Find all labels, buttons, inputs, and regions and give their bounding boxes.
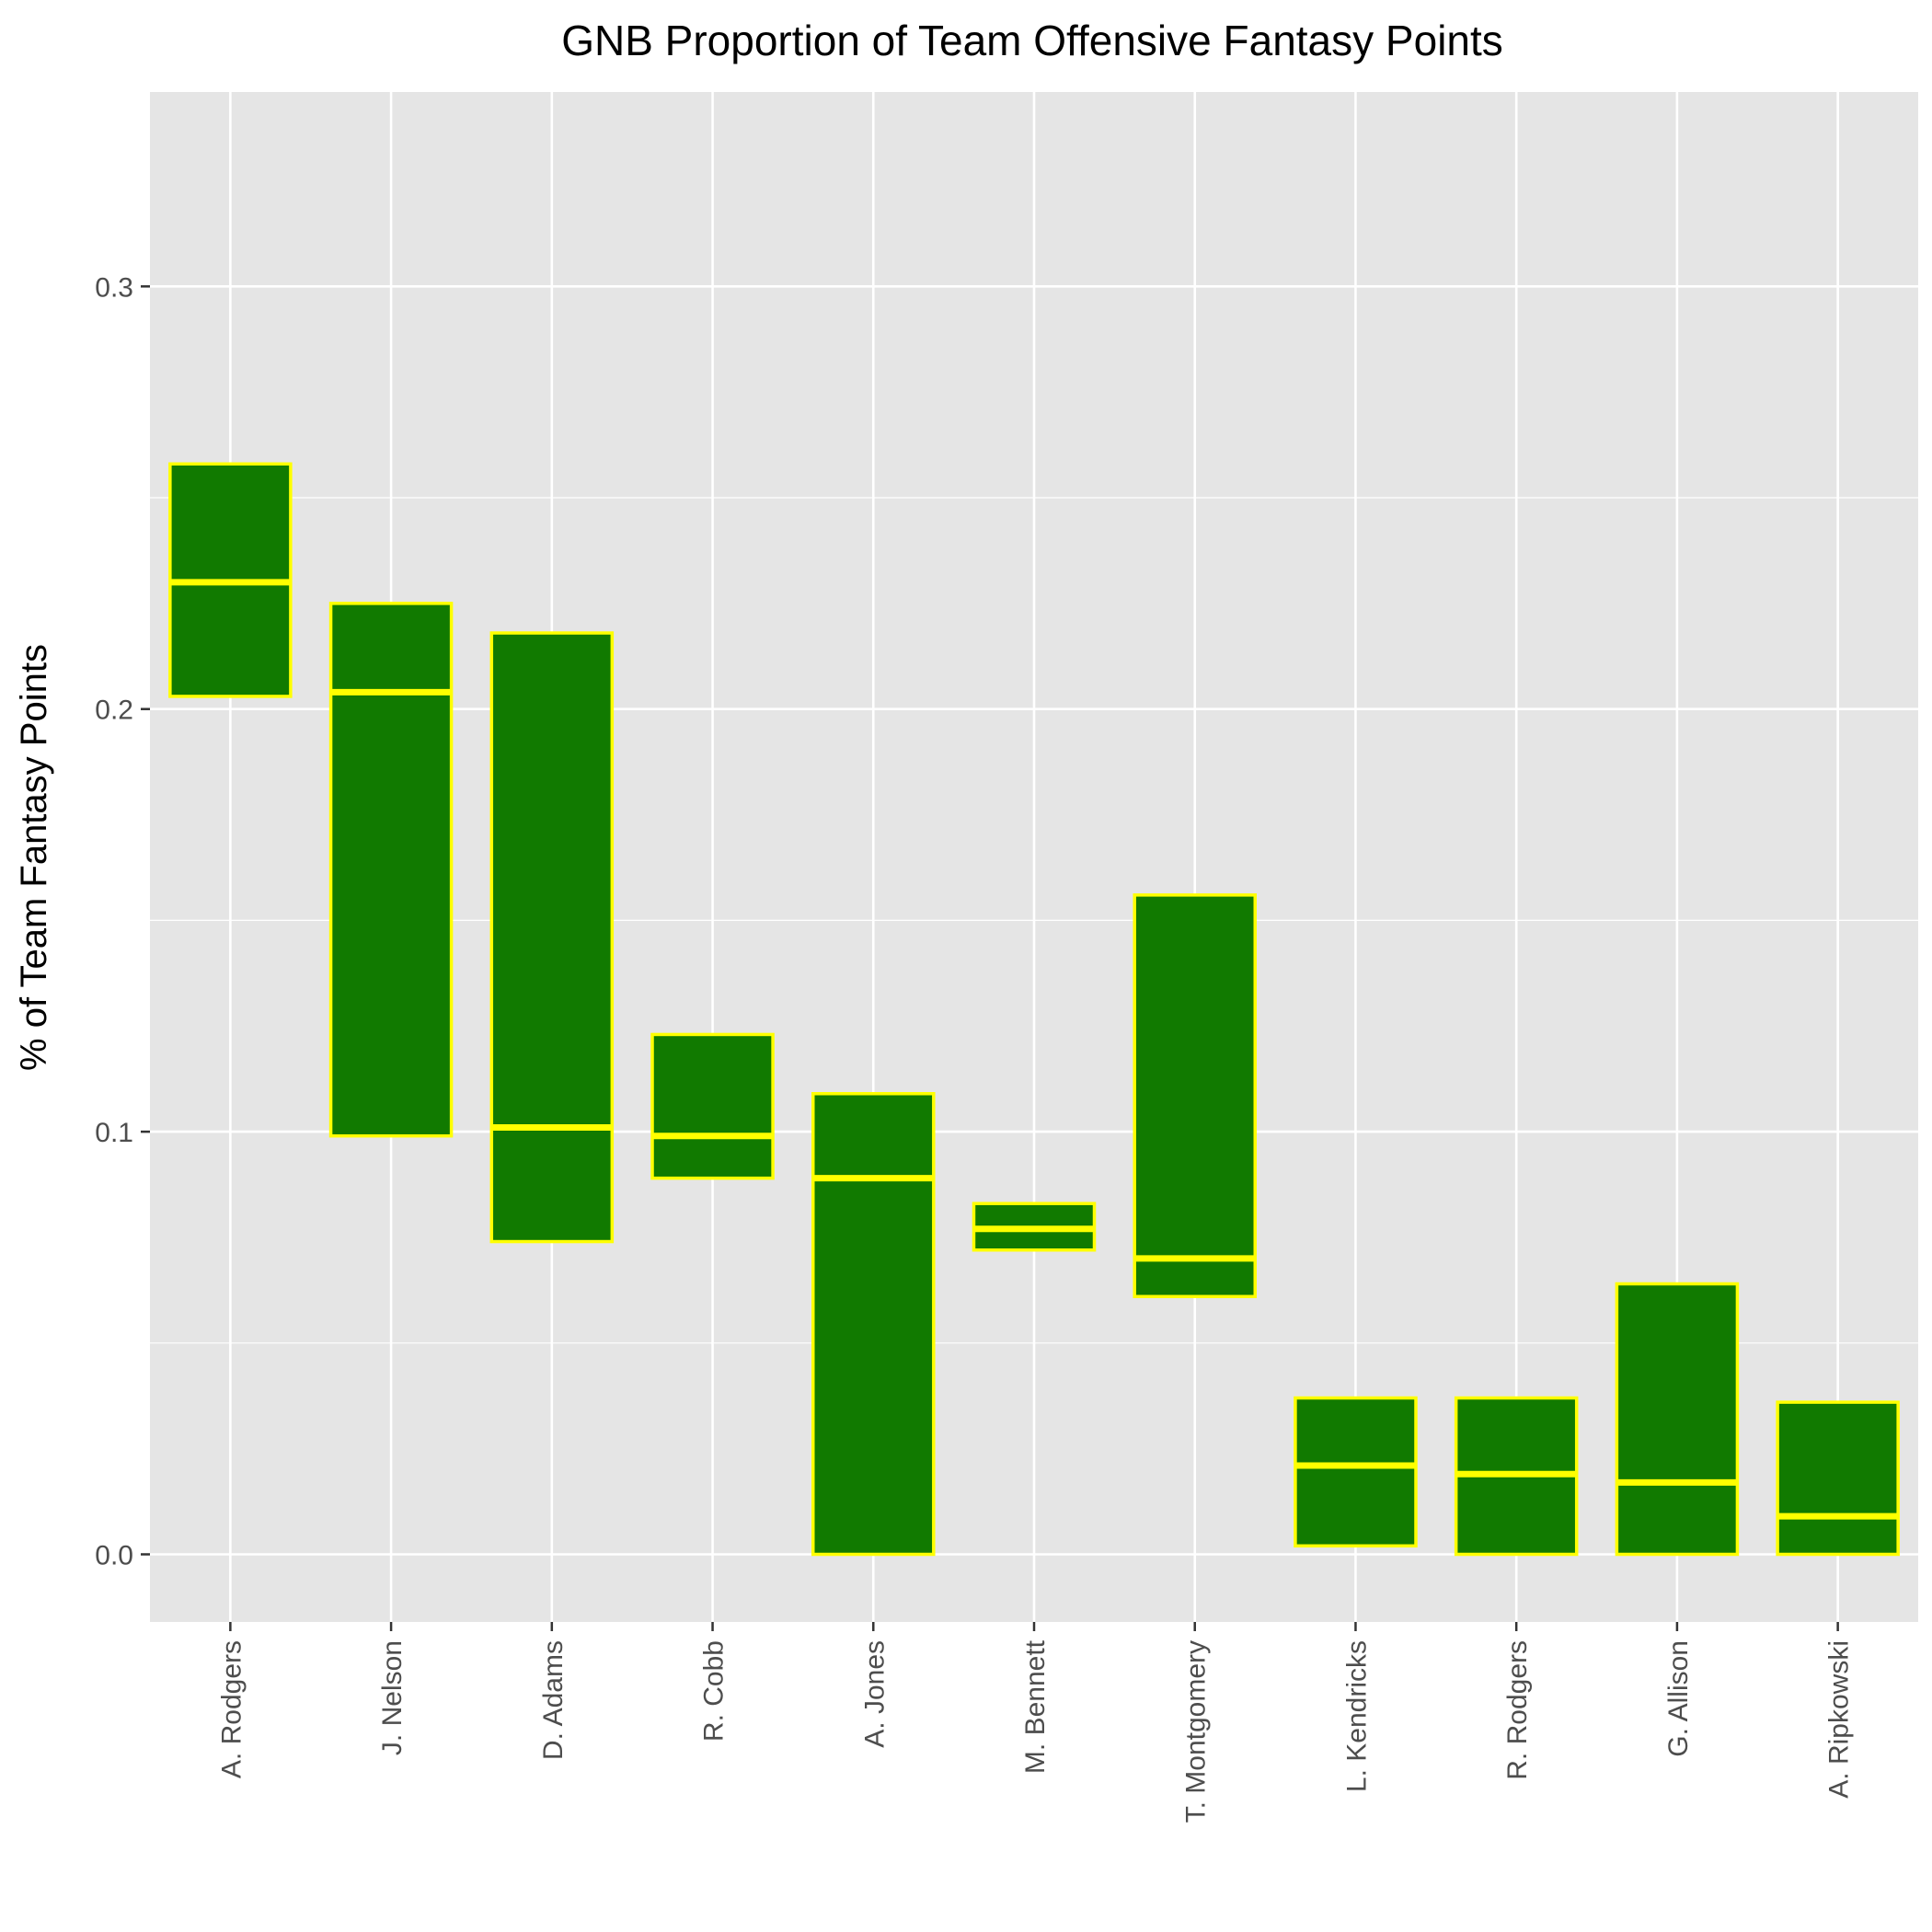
- x-axis: A. Rodgers J. Nelson D. Adams R. Cobb A. Jon…: [216, 1622, 1855, 1823]
- x-tick-label: J. Nelson: [377, 1640, 408, 1755]
- y-tick-label: 0.1: [95, 1118, 133, 1148]
- x-tick-label: A. Rodgers: [216, 1640, 247, 1778]
- box: [1133, 893, 1258, 1299]
- box: [1776, 1400, 1900, 1557]
- box: [489, 631, 615, 1244]
- box: [1294, 1396, 1418, 1548]
- y-tick-label: 0.3: [95, 272, 133, 303]
- y-axis-label: % of Team Fantasy Points: [14, 644, 54, 1071]
- x-tick-label: R. Rodgers: [1502, 1640, 1533, 1780]
- box: [650, 1032, 775, 1180]
- x-tick-label: T. Montgomery: [1181, 1640, 1212, 1823]
- x-tick-label: D. Adams: [538, 1640, 569, 1760]
- boxes: [168, 462, 1900, 1557]
- chart-title: GNB Proportion of Team Offensive Fantasy…: [561, 17, 1503, 64]
- box: [1615, 1282, 1740, 1557]
- x-tick-label: G. Allison: [1663, 1640, 1694, 1757]
- x-tick-label: A. Jones: [859, 1640, 890, 1748]
- x-tick-label: M. Bennett: [1020, 1639, 1051, 1774]
- x-tick-label: A. Ripkowski: [1824, 1640, 1855, 1799]
- x-tick-label: R. Cobb: [699, 1640, 730, 1742]
- y-tick-label: 0.2: [95, 696, 133, 726]
- x-tick-label: L. Kendricks: [1341, 1640, 1372, 1792]
- box: [328, 602, 454, 1138]
- y-tick-label: 0.0: [95, 1540, 133, 1570]
- box: [811, 1092, 936, 1557]
- y-axis: 0.0 0.1 0.2 0.3: [95, 272, 150, 1570]
